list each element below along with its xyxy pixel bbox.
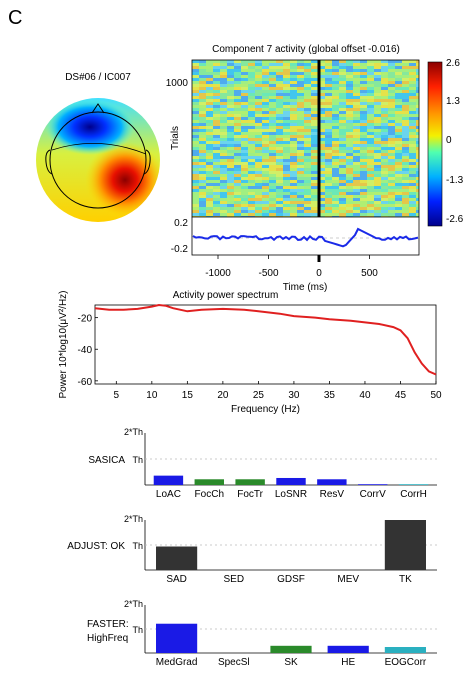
bar-category-label: SpecSl bbox=[218, 657, 250, 668]
power-spectrum-chart: Activity power spectrum 5 10 15 20 25 30 35 40 45… bbox=[58, 290, 442, 415]
bar-category-label: GDSF bbox=[277, 574, 305, 585]
bar bbox=[235, 479, 265, 485]
spectrum-xtick: 15 bbox=[182, 390, 194, 401]
spectrum-line bbox=[94, 303, 437, 376]
erp-xtick: -1000 bbox=[205, 268, 231, 279]
spectrum-xtick: 20 bbox=[217, 390, 229, 401]
bar-category-label: LoSNR bbox=[275, 489, 307, 500]
bar bbox=[317, 479, 347, 485]
spectrum-xtick: 50 bbox=[430, 390, 442, 401]
spectrum-xtick: 40 bbox=[359, 390, 371, 401]
spectrum-xtick: 5 bbox=[114, 390, 120, 401]
erp-title: Component 7 activity (global offset -0.0… bbox=[212, 44, 400, 55]
colorbar-tick: 0 bbox=[446, 135, 452, 146]
bar-category-label: EOGCorr bbox=[385, 657, 427, 668]
nose-icon bbox=[91, 103, 105, 114]
bar-category-label: LoAC bbox=[156, 489, 181, 500]
spectrum-ytick: -40 bbox=[78, 345, 93, 356]
erp-image: Component 7 activity (global offset -0.0… bbox=[166, 44, 464, 293]
trace-tick-bottom: -0.2 bbox=[171, 244, 189, 255]
spectrum-xtick: 45 bbox=[395, 390, 407, 401]
bar bbox=[327, 645, 369, 653]
bar bbox=[270, 645, 312, 653]
colorbar-tick: 2.6 bbox=[446, 58, 460, 69]
trace-tick-top: 0.2 bbox=[174, 218, 188, 229]
erp-ylabel: Trials bbox=[170, 126, 181, 150]
right-ear-icon bbox=[143, 149, 151, 175]
panel-name: ADJUST: OK bbox=[67, 541, 125, 552]
bar bbox=[398, 484, 429, 485]
colorbar bbox=[427, 61, 443, 227]
panel-name-line: FASTER: bbox=[87, 619, 129, 630]
panel-name-line: HighFreq bbox=[87, 633, 128, 644]
colorbar-tick: 1.3 bbox=[446, 96, 460, 107]
level-2th: 2*Th bbox=[124, 599, 143, 609]
bar-category-label: SK bbox=[284, 657, 298, 668]
spectrum-ytick: -60 bbox=[78, 377, 93, 388]
level-th: Th bbox=[132, 455, 143, 465]
spectrum-xtick: 35 bbox=[324, 390, 336, 401]
spectrum-xtick: 30 bbox=[288, 390, 300, 401]
spectrum-ytick: -20 bbox=[78, 314, 93, 325]
bar bbox=[358, 484, 388, 485]
bar-category-label: TK bbox=[399, 574, 412, 585]
bar bbox=[384, 520, 426, 570]
bar bbox=[153, 475, 184, 485]
spectrum-xlabel: Frequency (Hz) bbox=[231, 404, 300, 415]
level-th: Th bbox=[132, 625, 143, 635]
bar-category-label: MedGrad bbox=[156, 657, 198, 668]
erp-trace bbox=[192, 227, 419, 248]
spectrum-ylabel: Power 10*log10(μV²/Hz) bbox=[58, 290, 69, 398]
spectrum-xtick: 25 bbox=[253, 390, 265, 401]
bar-category-label: SED bbox=[224, 574, 245, 585]
bar bbox=[156, 546, 198, 570]
classifier-bar-charts: 2*Th Th SASICA LoAC FocCh FocTr LoSNR ResV CorrV… bbox=[67, 427, 437, 668]
spectrum-title: Activity power spectrum bbox=[173, 290, 279, 301]
bar-category-label: CorrH bbox=[400, 489, 427, 500]
bar-panel-sasica: 2*Th Th SASICA LoAC FocCh FocTr LoSNR ResV CorrV… bbox=[88, 427, 437, 500]
erp-xtick: 0 bbox=[316, 268, 322, 279]
erp-image-heatmap bbox=[192, 60, 419, 217]
erp-ytick: 1000 bbox=[166, 78, 189, 89]
spectrum-xtick: 10 bbox=[146, 390, 158, 401]
head-outline bbox=[49, 111, 147, 209]
bar bbox=[194, 479, 224, 485]
topomap: DS#06 / IC007 bbox=[36, 72, 160, 222]
bar bbox=[276, 477, 306, 485]
panel-name: SASICA bbox=[88, 455, 125, 466]
level-2th: 2*Th bbox=[124, 427, 143, 437]
bar-category-label: FocTr bbox=[237, 489, 263, 500]
bar-panel-adjust: 2*Th Th ADJUST: OK SAD SED GDSF MEV TK bbox=[67, 514, 437, 585]
erp-xtick: -500 bbox=[258, 268, 278, 279]
bar-category-label: HE bbox=[341, 657, 355, 668]
colorbar-tick: -2.6 bbox=[446, 214, 464, 225]
bar-category-label: MEV bbox=[337, 574, 359, 585]
erp-xlabel: Time (ms) bbox=[283, 282, 328, 293]
bar bbox=[384, 647, 426, 653]
left-ear-icon bbox=[45, 149, 53, 175]
bar-category-label: SAD bbox=[166, 574, 187, 585]
level-th: Th bbox=[132, 541, 143, 551]
colorbar-tick: -1.3 bbox=[446, 175, 464, 186]
topomap-title: DS#06 / IC007 bbox=[65, 72, 131, 83]
bar-category-label: CorrV bbox=[360, 489, 386, 500]
erp-xtick: 500 bbox=[361, 268, 378, 279]
bar-category-label: FocCh bbox=[195, 489, 224, 500]
bar bbox=[156, 623, 198, 653]
level-2th: 2*Th bbox=[124, 514, 143, 524]
panel-label: C bbox=[8, 7, 22, 29]
bar-category-label: ResV bbox=[320, 489, 345, 500]
spectrum-axes bbox=[94, 304, 437, 385]
